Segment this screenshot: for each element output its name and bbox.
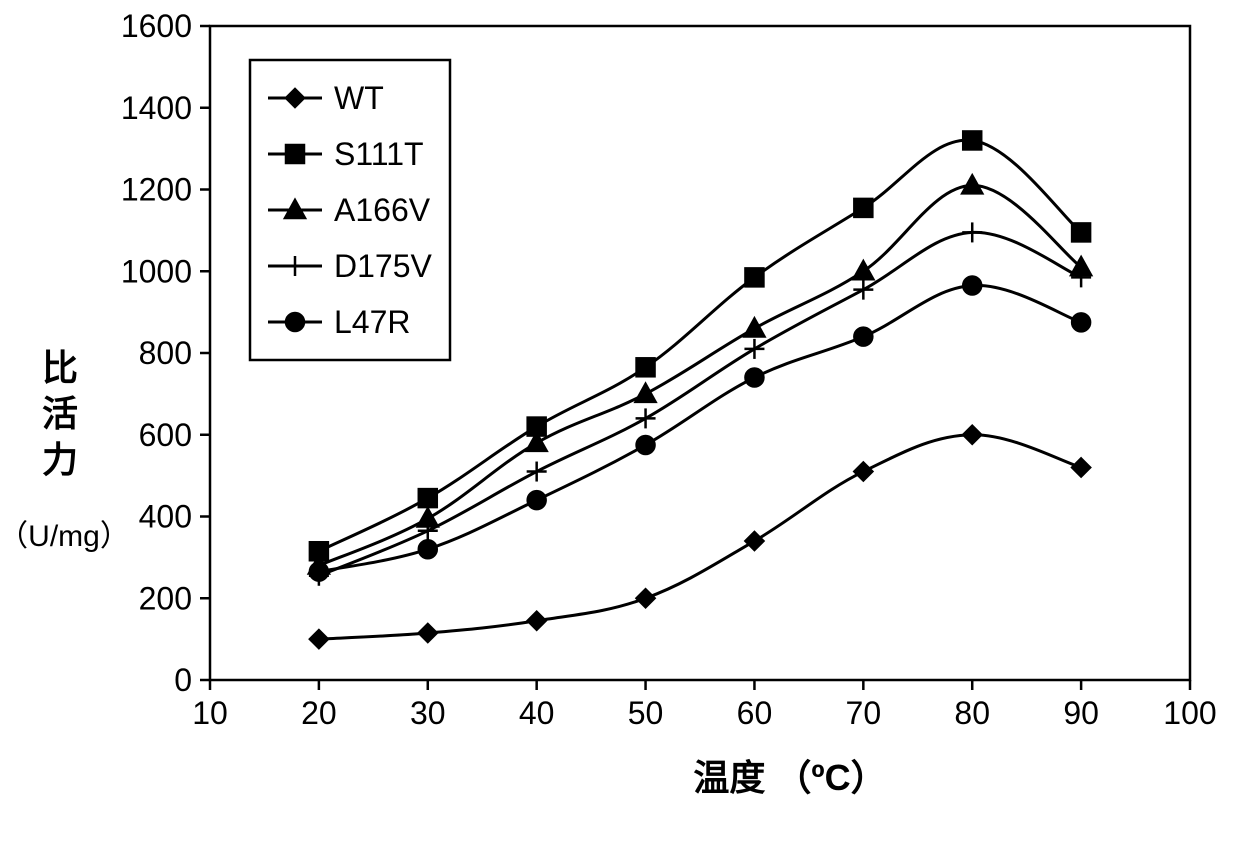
y-axis-title-char: 活 xyxy=(42,393,78,434)
y-tick-label: 1000 xyxy=(121,253,192,289)
legend-label: D175V xyxy=(334,248,433,284)
legend-label: L47R xyxy=(334,304,411,340)
x-tick-label: 30 xyxy=(410,695,446,731)
x-axis-title: 温度 （ºC） xyxy=(693,757,886,798)
x-tick-label: 90 xyxy=(1063,695,1099,731)
x-tick-label: 10 xyxy=(192,695,228,731)
y-tick-label: 1400 xyxy=(121,90,192,126)
x-tick-label: 70 xyxy=(846,695,882,731)
legend-label: A166V xyxy=(334,192,431,228)
x-tick-label: 100 xyxy=(1163,695,1216,731)
y-tick-label: 600 xyxy=(139,417,192,453)
y-tick-label: 200 xyxy=(139,580,192,616)
y-axis-title-char: 力 xyxy=(42,439,78,480)
y-axis-unit: （U/mg） xyxy=(0,520,130,553)
y-tick-label: 1600 xyxy=(121,8,192,44)
series-line-WT xyxy=(319,435,1081,639)
line-chart: 1020304050607080901000200400600800100012… xyxy=(0,0,1240,848)
x-tick-label: 20 xyxy=(301,695,337,731)
x-tick-label: 60 xyxy=(737,695,773,731)
y-axis-title-char: 比 xyxy=(42,347,78,388)
y-tick-label: 0 xyxy=(174,662,192,698)
y-tick-label: 1200 xyxy=(121,172,192,208)
x-tick-label: 50 xyxy=(628,695,664,731)
legend-label: S111T xyxy=(334,136,424,172)
y-tick-label: 400 xyxy=(139,499,192,535)
chart-container: 1020304050607080901000200400600800100012… xyxy=(0,0,1240,848)
x-tick-label: 40 xyxy=(519,695,555,731)
legend-label: WT xyxy=(334,80,384,116)
x-tick-label: 80 xyxy=(954,695,990,731)
y-tick-label: 800 xyxy=(139,335,192,371)
